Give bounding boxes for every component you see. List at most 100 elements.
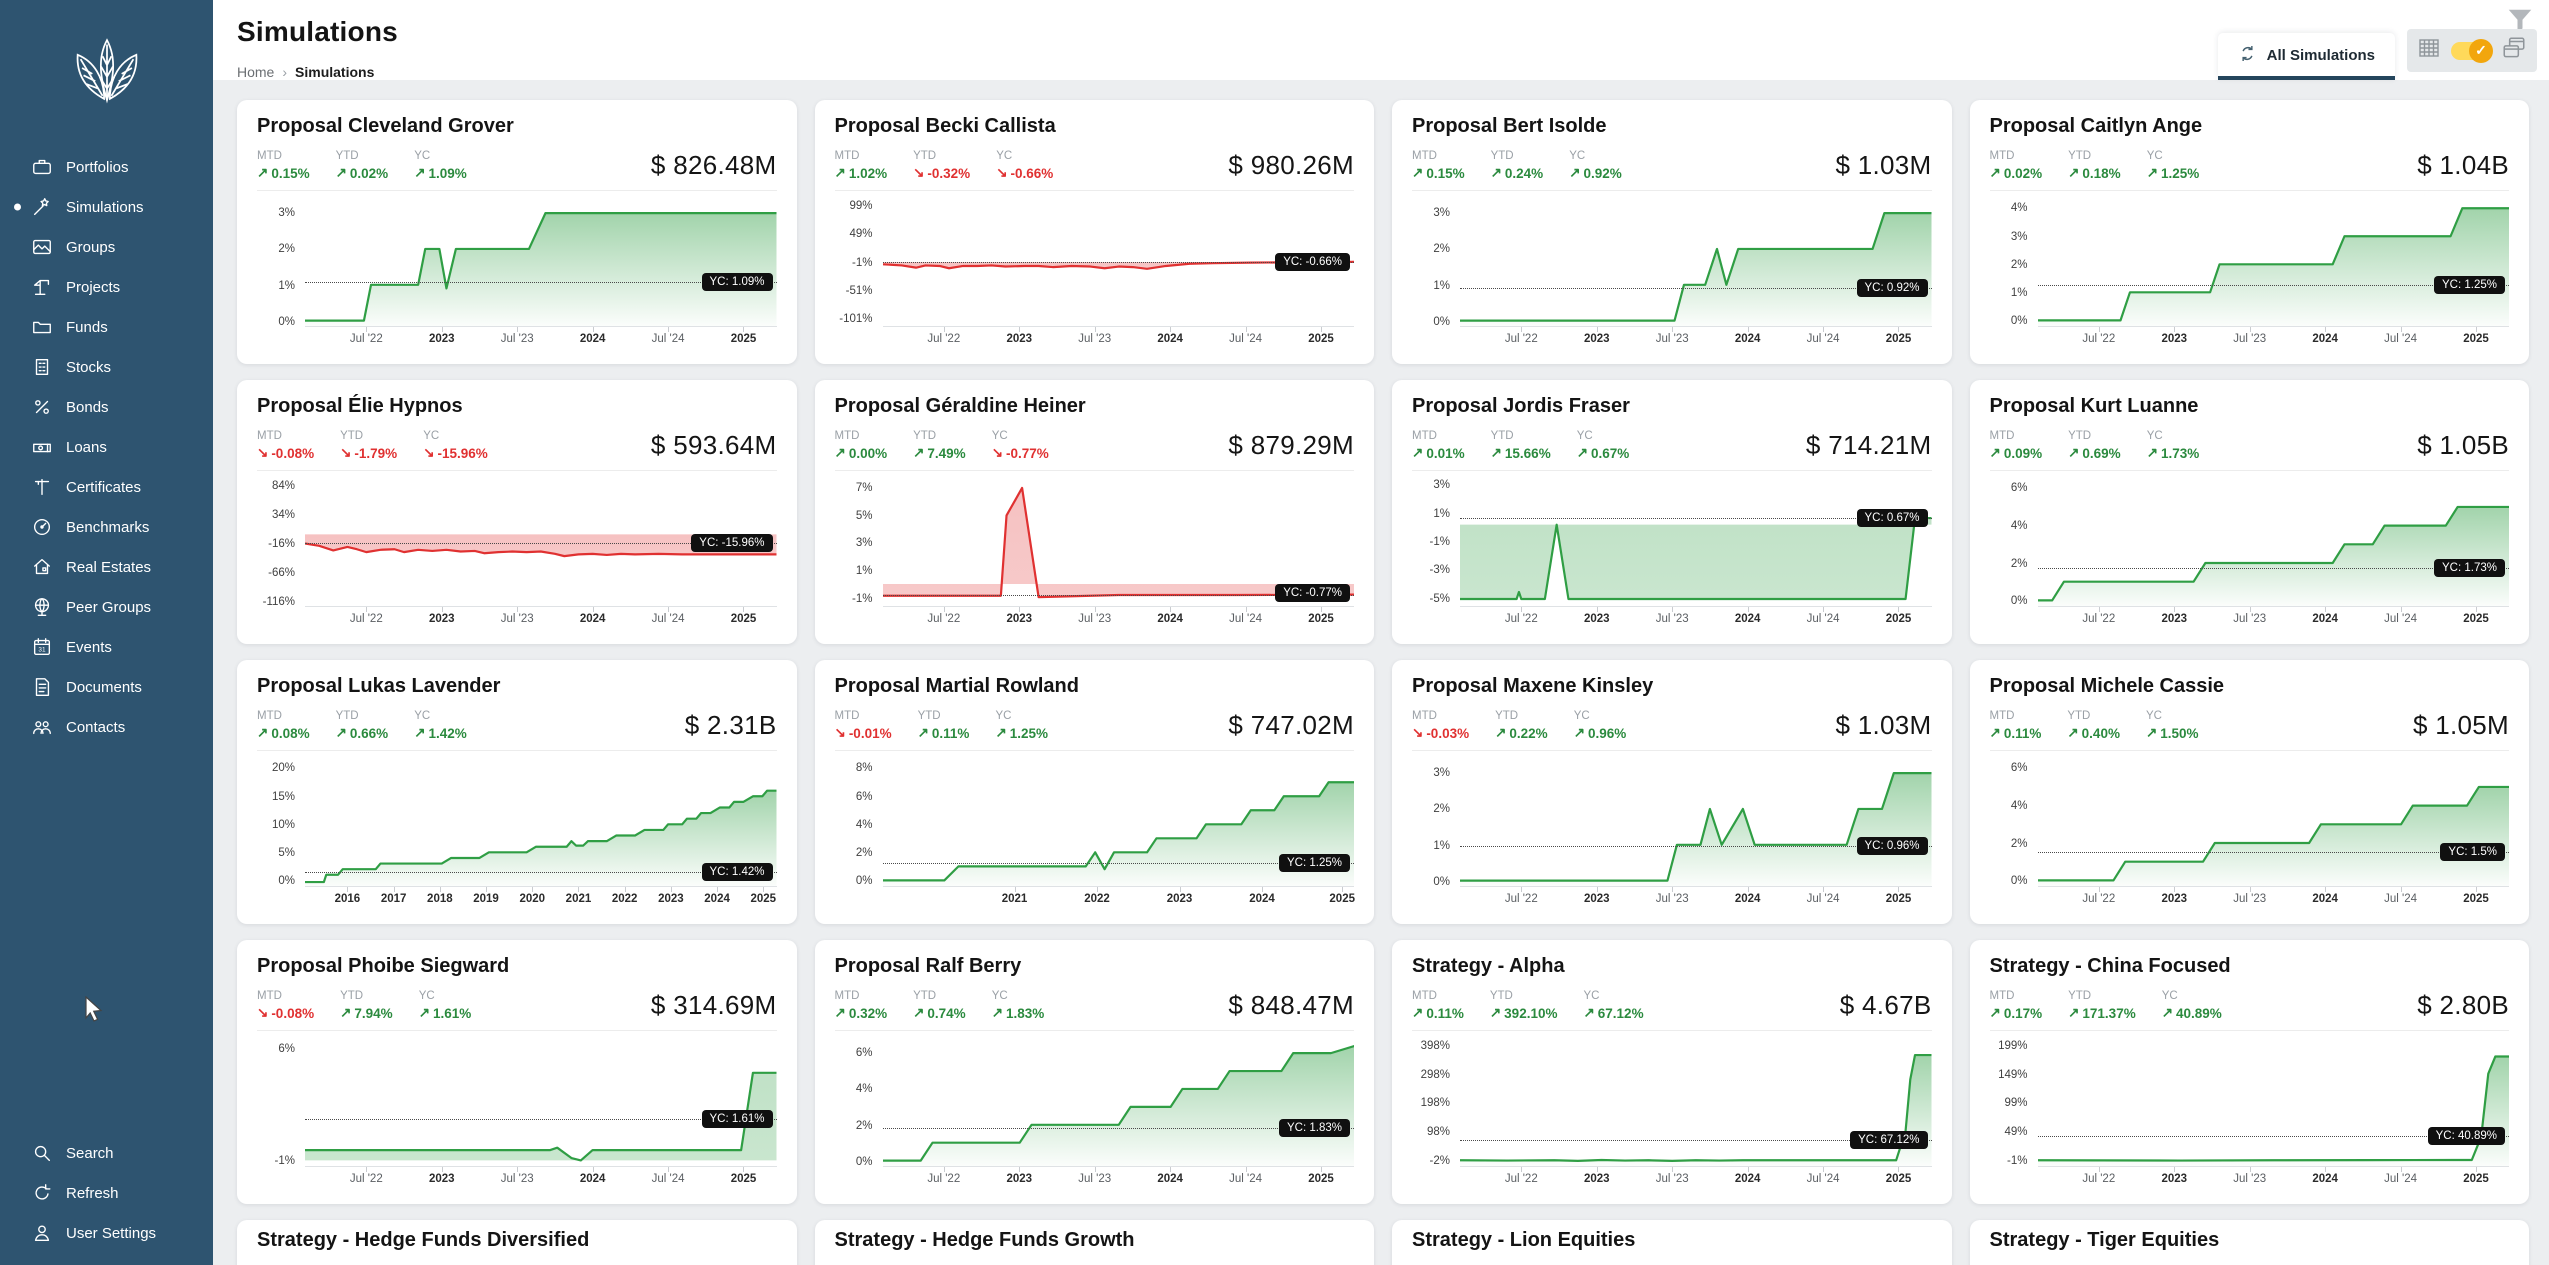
y-tick-label: 5%	[855, 509, 873, 522]
breadcrumb: Home › Simulations	[237, 64, 2549, 80]
x-tick-label: Jul '23	[2233, 1173, 2267, 1185]
simulation-card-proposal-jordis-fraser[interactable]: Proposal Jordis Fraser MTD ↗ 0.01% YTD ↗ 1…	[1392, 380, 1952, 644]
stat-value: ↗ 1.02%	[834, 165, 888, 181]
sidebar-item-simulations[interactable]: Simulations	[0, 187, 213, 227]
simulation-card-strategy-hedge-funds-growth[interactable]: Strategy - Hedge Funds Growth	[814, 1220, 1374, 1265]
card-view-icon[interactable]	[2501, 35, 2527, 66]
sidebar-item-certificates[interactable]: Certificates	[0, 467, 213, 507]
card-value: $ 593.64M	[650, 430, 777, 460]
performance-chart: 99% 49% -1% -51% -101% YC: -0.66% Jul '22 202…	[835, 197, 1354, 349]
simulation-card-proposal-lie-hypnos[interactable]: Proposal Élie Hypnos MTD ↘ -0.08% YTD ↘ -1…	[237, 380, 797, 644]
sidebar-item-projects[interactable]: Projects	[0, 267, 213, 307]
y-tick-label: 0%	[278, 875, 295, 888]
card-value: $ 1.04B	[2417, 150, 2509, 180]
y-tick-label: 10%	[271, 818, 295, 831]
simulation-card-strategy-china-focused[interactable]: Strategy - China Focused MTD ↗ 0.17% YTD …	[1969, 940, 2529, 1204]
simulation-card-proposal-caitlyn-ange[interactable]: Proposal Caitlyn Ange MTD ↗ 0.02% YTD ↗ 0.…	[1969, 100, 2529, 364]
stat-yc: YC ↗ 1.61%	[419, 990, 472, 1021]
sidebar-item-refresh[interactable]: Refresh	[0, 1173, 213, 1213]
divider	[1412, 750, 1932, 751]
y-axis: 6% 4% 2% 0%	[1990, 477, 2038, 607]
chart-svg	[305, 757, 777, 886]
stat-value: ↗ 0.08%	[257, 725, 310, 741]
x-tick-label: 2023	[1166, 893, 1193, 905]
x-tick-label: 2025	[1885, 893, 1912, 905]
x-tick-label: Jul '24	[1806, 613, 1840, 625]
simulation-card-strategy-alpha[interactable]: Strategy - Alpha MTD ↗ 0.11% YTD ↗ 392.10%…	[1392, 940, 1952, 1204]
simulation-card-proposal-bert-isolde[interactable]: Proposal Bert Isolde MTD ↗ 0.15% YTD ↗ 0.2…	[1392, 100, 1952, 364]
chart-svg	[2037, 1037, 2509, 1166]
table-view-icon[interactable]	[2417, 36, 2441, 65]
stat-ytd: YTD ↗ 0.69%	[2068, 430, 2121, 461]
sidebar-item-contacts[interactable]: Contacts	[0, 707, 213, 747]
divider	[257, 1030, 777, 1031]
view-toggle[interactable]: ✓	[2451, 38, 2493, 63]
filter-funnel-icon[interactable]	[2505, 6, 2535, 41]
simulation-card-proposal-ralf-berry[interactable]: Proposal Ralf Berry MTD ↗ 0.32% YTD ↗ 0.74…	[814, 940, 1374, 1204]
simulation-card-proposal-martial-rowland[interactable]: Proposal Martial Rowland MTD ↘ -0.01% YTD…	[814, 660, 1374, 924]
view-switcher: ✓	[2407, 29, 2537, 72]
y-tick-label: 6%	[2010, 482, 2028, 495]
sidebar-item-funds[interactable]: Funds	[0, 307, 213, 347]
simulation-card-strategy-hedge-funds-diversified[interactable]: Strategy - Hedge Funds Diversified	[237, 1220, 797, 1265]
performance-chart: 7% 5% 3% 1% -1% YC: -0.77% Jul '22 2023 Jul '2…	[835, 477, 1354, 629]
sidebar-item-bonds[interactable]: Bonds	[0, 387, 213, 427]
performance-chart: 6% 4% 2% 0% YC: 1.73% Jul '22 2023 Jul '23 202…	[1990, 477, 2509, 629]
sidebar-item-stocks[interactable]: Stocks	[0, 347, 213, 387]
y-tick-label: 199%	[1998, 1039, 2028, 1052]
x-tick-label: 2025	[1308, 613, 1334, 625]
stat-ytd: YTD ↗ 171.37%	[2068, 990, 2136, 1021]
simulation-card-proposal-kurt-luanne[interactable]: Proposal Kurt Luanne MTD ↗ 0.09% YTD ↗ 0.6…	[1969, 380, 2529, 644]
x-tick-label: 2024	[2312, 1173, 2338, 1185]
sidebar-item-label: Simulations	[66, 198, 144, 216]
folder-icon	[31, 316, 53, 338]
arrow-up-icon: ↗	[913, 445, 925, 460]
simulation-card-proposal-maxene-kinsley[interactable]: Proposal Maxene Kinsley MTD ↘ -0.03% YTD …	[1392, 660, 1952, 924]
arrow-up-icon: ↗	[2067, 725, 2079, 740]
x-axis: 2021 2022 2023 2024 2025	[883, 887, 1355, 909]
sidebar-item-peer-groups[interactable]: Peer Groups	[0, 587, 213, 627]
stat-yc: YC ↗ 1.25%	[2147, 150, 2200, 181]
stat-label: YC	[2145, 710, 2162, 722]
sidebar-item-search[interactable]: Search	[0, 1133, 213, 1173]
sidebar-item-loans[interactable]: Loans	[0, 427, 213, 467]
arrow-down-icon: ↘	[834, 725, 846, 740]
sidebar-item-portfolios[interactable]: Portfolios	[0, 147, 213, 187]
plot-area: YC: 1.83%	[882, 1037, 1354, 1167]
breadcrumb-chevron-icon: ›	[282, 64, 288, 80]
sidebar-nav: Portfolios Simulations Groups Projects F…	[0, 147, 213, 747]
sidebar-item-groups[interactable]: Groups	[0, 227, 213, 267]
sidebar-item-benchmarks[interactable]: Benchmarks	[0, 507, 213, 547]
simulation-card-strategy-lion-equities[interactable]: Strategy - Lion Equities	[1392, 1220, 1952, 1265]
stat-mtd: MTD ↗ 0.00%	[835, 430, 888, 461]
sidebar-item-events[interactable]: 31 Events	[0, 627, 213, 667]
simulation-card-proposal-phoibe-siegward[interactable]: Proposal Phoibe Siegward MTD ↘ -0.08% YTD…	[237, 940, 797, 1204]
simulation-card-proposal-g-raldine-heiner[interactable]: Proposal Géraldine Heiner MTD ↗ 0.00% YTD…	[814, 380, 1374, 644]
tab-all-simulations[interactable]: All Simulations	[2217, 33, 2395, 80]
sidebar-item-documents[interactable]: Documents	[0, 667, 213, 707]
card-stats: MTD ↗ 0.00% YTD ↗ 7.49% YC ↘ -0.77%	[835, 430, 1049, 461]
card-title: Strategy - Lion Equities	[1412, 1229, 1636, 1251]
sidebar-footer-nav: Search Refresh User Settings	[0, 1133, 213, 1253]
simulation-card-proposal-michele-cassie[interactable]: Proposal Michele Cassie MTD ↗ 0.11% YTD ↗…	[1969, 660, 2529, 924]
stat-mtd: MTD ↗ 0.17%	[1990, 990, 2043, 1021]
sidebar-item-real-estates[interactable]: Real Estates	[0, 547, 213, 587]
simulation-card-strategy-tiger-equities[interactable]: Strategy - Tiger Equities	[1969, 1220, 2529, 1265]
simulation-card-proposal-lukas-lavender[interactable]: Proposal Lukas Lavender MTD ↗ 0.08% YTD ↗…	[237, 660, 797, 924]
breadcrumb-home[interactable]: Home	[237, 64, 275, 80]
x-tick-label: 2021	[565, 893, 592, 905]
sidebar-item-user-settings[interactable]: User Settings	[0, 1213, 213, 1253]
arrow-up-icon: ↗	[834, 1005, 846, 1020]
y-axis: 99% 49% -1% -51% -101%	[835, 197, 883, 327]
y-tick-label: -3%	[1429, 564, 1450, 577]
simulation-card-proposal-cleveland-grover[interactable]: Proposal Cleveland Grover MTD ↗ 0.15% YTD…	[237, 100, 797, 364]
card-title: Strategy - Hedge Funds Diversified	[257, 1229, 590, 1251]
simulation-card-proposal-becki-callista[interactable]: Proposal Becki Callista MTD ↗ 1.02% YTD ↘…	[814, 100, 1374, 364]
x-tick-label: 2025	[2463, 333, 2489, 345]
stat-yc: YC ↗ 1.09%	[414, 150, 467, 181]
y-tick-label: -1%	[852, 256, 873, 269]
arrow-up-icon: ↗	[418, 1005, 430, 1020]
x-tick-label: Jul '24	[2384, 1173, 2417, 1185]
stat-label: YTD	[335, 710, 359, 722]
x-axis: Jul '22 2023 Jul '23 2024 Jul '24 2025	[2038, 1167, 2510, 1189]
